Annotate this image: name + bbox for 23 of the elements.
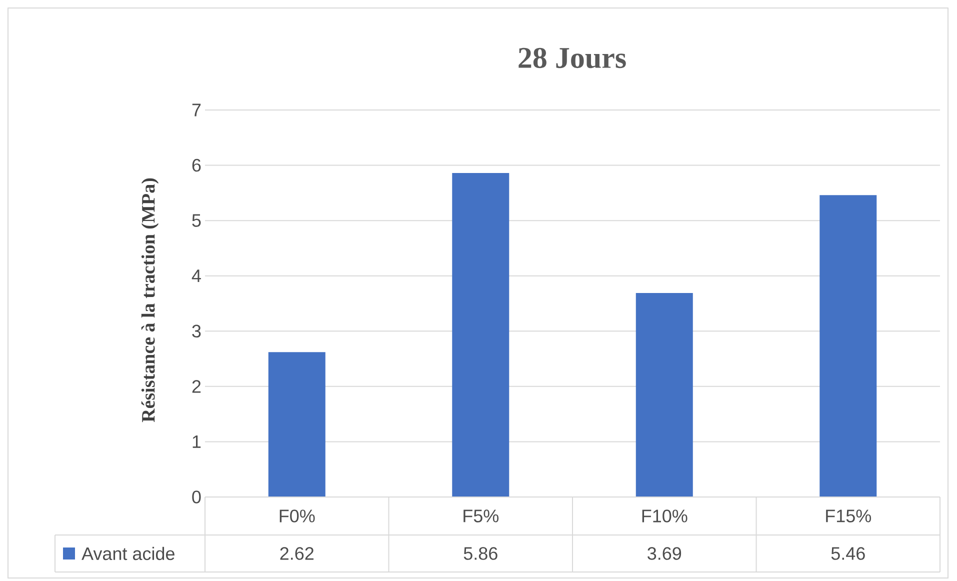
x-tick-label: F0% [280,510,315,522]
legend-label: Avant acide [82,546,174,560]
x-tick-label: F15% [826,510,872,522]
bar [636,292,693,497]
data-label: 5.86 [464,547,498,560]
y-tick-label: 6 [192,158,201,172]
chart-title: 28 Jours [518,48,626,68]
data-label: 5.46 [831,547,865,560]
bar [268,352,326,497]
y-tick-label: 4 [192,270,201,282]
bar [820,195,877,497]
data-label: 2.62 [280,547,314,560]
y-axis-title: Résistance à la traction (MPa) [141,178,159,422]
y-tick-label: 3 [192,324,201,338]
x-tick-label: F5% [464,510,499,522]
bar [452,173,510,497]
data-label: 3.69 [648,547,682,560]
x-tick-label: F10% [642,510,688,522]
y-tick-label: 2 [192,380,201,393]
y-tick-label: 7 [192,104,201,116]
y-tick-label: 1 [192,436,201,448]
y-tick-label: 0 [192,490,201,504]
y-tick-label: 5 [192,214,201,227]
